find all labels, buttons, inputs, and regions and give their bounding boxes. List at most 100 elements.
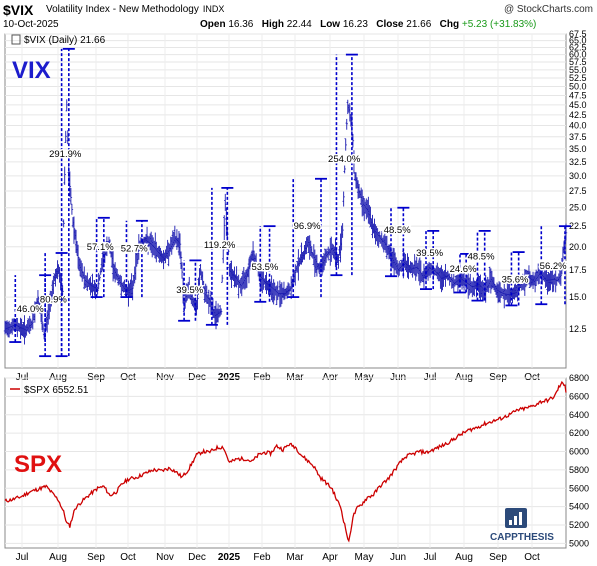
logo-bar	[514, 516, 517, 525]
spx-x-tick-label: Jul	[424, 552, 437, 563]
spx-tick-label: 6400	[569, 410, 589, 420]
vix-tick-label: 67.5	[569, 29, 587, 39]
spx-x-tick-label: Aug	[455, 552, 473, 563]
spx-tick-label: 5200	[569, 520, 589, 530]
annotation-label: 119.2%	[204, 240, 236, 251]
vix-legend-text: $VIX (Daily) 21.66	[24, 35, 106, 46]
chart-date: 10-Oct-2025	[3, 19, 59, 30]
annotation-label: 80.9%	[40, 294, 67, 305]
vix-tick-label: 27.5	[569, 186, 587, 196]
spx-legend: $SPX 6552.51	[10, 385, 89, 396]
spx-x-tick-label: Jun	[390, 552, 406, 563]
annotation-label: 48.5%	[468, 252, 495, 263]
low-label: Low	[320, 19, 341, 30]
spx-legend-text: $SPX 6552.51	[24, 385, 89, 396]
annotation-label: 96.9%	[294, 221, 321, 232]
symbol-description: Volatility Index - New Methodology INDX	[46, 4, 224, 15]
vix-tick-label: 52.5	[569, 73, 587, 83]
spx-x-tick-label: Oct	[524, 552, 540, 563]
spx-x-tick-label: Sep	[87, 552, 105, 563]
vix-tick-label: 45.0	[569, 100, 587, 110]
annotation-label: 56.2%	[540, 261, 567, 272]
close-label: Close	[376, 19, 404, 30]
open-value: 16.36	[228, 19, 254, 30]
spx-line	[4, 380, 567, 543]
vix-legend-swatch	[11, 34, 21, 45]
spx-x-tick-label: 2025	[218, 552, 241, 563]
spx-tick-label: 5800	[569, 465, 589, 475]
spx-x-tick-label: Feb	[253, 552, 271, 563]
vix-ohlc-bars	[3, 99, 568, 345]
vix-big-label: VIX	[12, 57, 51, 84]
vix-y-axis: 67.565.062.560.057.555.052.550.047.545.0…	[569, 29, 587, 334]
annotation-label: 35.6%	[502, 274, 529, 285]
annotation-label: 57.1%	[87, 242, 114, 253]
spx-x-tick-label: Aug	[49, 552, 67, 563]
vix-tick-label: 22.5	[569, 221, 587, 231]
spx-x-tick-label: Nov	[156, 552, 174, 563]
vix-legend: $VIX (Daily) 21.66	[11, 34, 106, 46]
spx-x-tick-label: Oct	[120, 552, 136, 563]
annotation-label: 291.9%	[49, 149, 82, 160]
spx-gridlines	[5, 377, 566, 548]
spx-x-tick-label: May	[355, 552, 374, 563]
ohlc-readout: Open 16.36 High 22.44 Low 16.23 Close 21…	[200, 19, 536, 30]
symbol-title: $VIX	[3, 2, 34, 18]
spx-panel: 6800 6600 6400 6200 6000 5800 5600 5400 5200 5000…	[4, 373, 589, 549]
annotation-label: 39.5%	[416, 248, 443, 259]
annotation-label: 24.6%	[450, 264, 477, 275]
vix-tick-label: 40.0	[569, 121, 587, 131]
description-text: Volatility Index - New Methodology	[46, 4, 199, 15]
vix-tick-label: 37.5	[569, 132, 587, 142]
annotation-label: 48.5%	[384, 225, 411, 236]
spx-x-tick-label: Dec	[188, 552, 206, 563]
vix-tick-label: 50.0	[569, 81, 587, 91]
stockcharts-credit[interactable]: @ StockCharts.com	[503, 4, 593, 15]
low-value: 16.23	[342, 19, 368, 30]
annotation-label: 53.5%	[251, 262, 278, 273]
vix-tick-label: 32.5	[569, 157, 587, 167]
vix-panel: 67.565.062.560.057.555.052.550.047.545.0…	[3, 29, 587, 369]
annotation-label: 254.0%	[328, 154, 361, 165]
spx-tick-label: 5600	[569, 483, 589, 493]
vix-panel-frame	[4, 33, 567, 369]
high-value: 22.44	[286, 19, 312, 30]
spx-tick-label: 6200	[569, 428, 589, 438]
vix-tick-label: 25.0	[569, 203, 587, 213]
close-value: 21.66	[406, 19, 432, 30]
vix-tick-label: 30.0	[569, 171, 587, 181]
annotation-label: 52.7%	[121, 244, 148, 255]
spx-x-axis: Jul Aug Sep Oct Nov Dec 2025 Feb Mar Apr May Jun Jul…	[16, 552, 540, 563]
vix-tick-label: 17.5	[569, 265, 587, 275]
annotation-label: 46.0%	[17, 304, 44, 315]
spx-tick-label: 6600	[569, 391, 589, 401]
spx-big-label: SPX	[14, 451, 62, 478]
spx-y-axis: 6800 6600 6400 6200 6000 5800 5600 5400 5200 5000	[569, 373, 589, 548]
chart-header: $VIX Volatility Index - New Methodology I…	[0, 0, 597, 32]
vix-annotations: 46.0%80.9% 291.9% 57.1% 52.7% 39.5% 119.2% 53.…	[9, 47, 571, 358]
capp-thesis-logo: CAPPTHESIS	[490, 508, 554, 543]
open-label: Open	[200, 19, 226, 30]
vix-tick-label: 42.5	[569, 110, 587, 120]
annotation-label: 39.5%	[176, 285, 203, 296]
vix-tick-label: 57.5	[569, 57, 587, 67]
spx-tick-label: 6800	[569, 373, 589, 383]
spx-tick-label: 5000	[569, 538, 589, 548]
logo-bar	[519, 512, 522, 525]
vix-tick-label: 47.5	[569, 90, 587, 100]
vix-tick-label: 55.0	[569, 65, 587, 75]
spx-x-tick-label: Sep	[489, 552, 507, 563]
vix-tick-label: 12.5	[569, 324, 587, 334]
spx-panel-frame	[4, 377, 567, 549]
spx-tick-label: 6000	[569, 447, 589, 457]
vix-tick-label: 62.5	[569, 42, 587, 52]
vix-tick-label: 65.0	[569, 36, 587, 46]
vix-gridlines	[5, 33, 566, 368]
spx-tick-label: 5400	[569, 502, 589, 512]
vix-tick-label: 20.0	[569, 242, 587, 252]
spx-x-tick-label: Jul	[16, 552, 29, 563]
chg-label: Chg	[439, 19, 460, 30]
chg-value: +5.23 (+31.83%)	[461, 19, 537, 30]
exchange-label: INDX	[202, 4, 225, 14]
